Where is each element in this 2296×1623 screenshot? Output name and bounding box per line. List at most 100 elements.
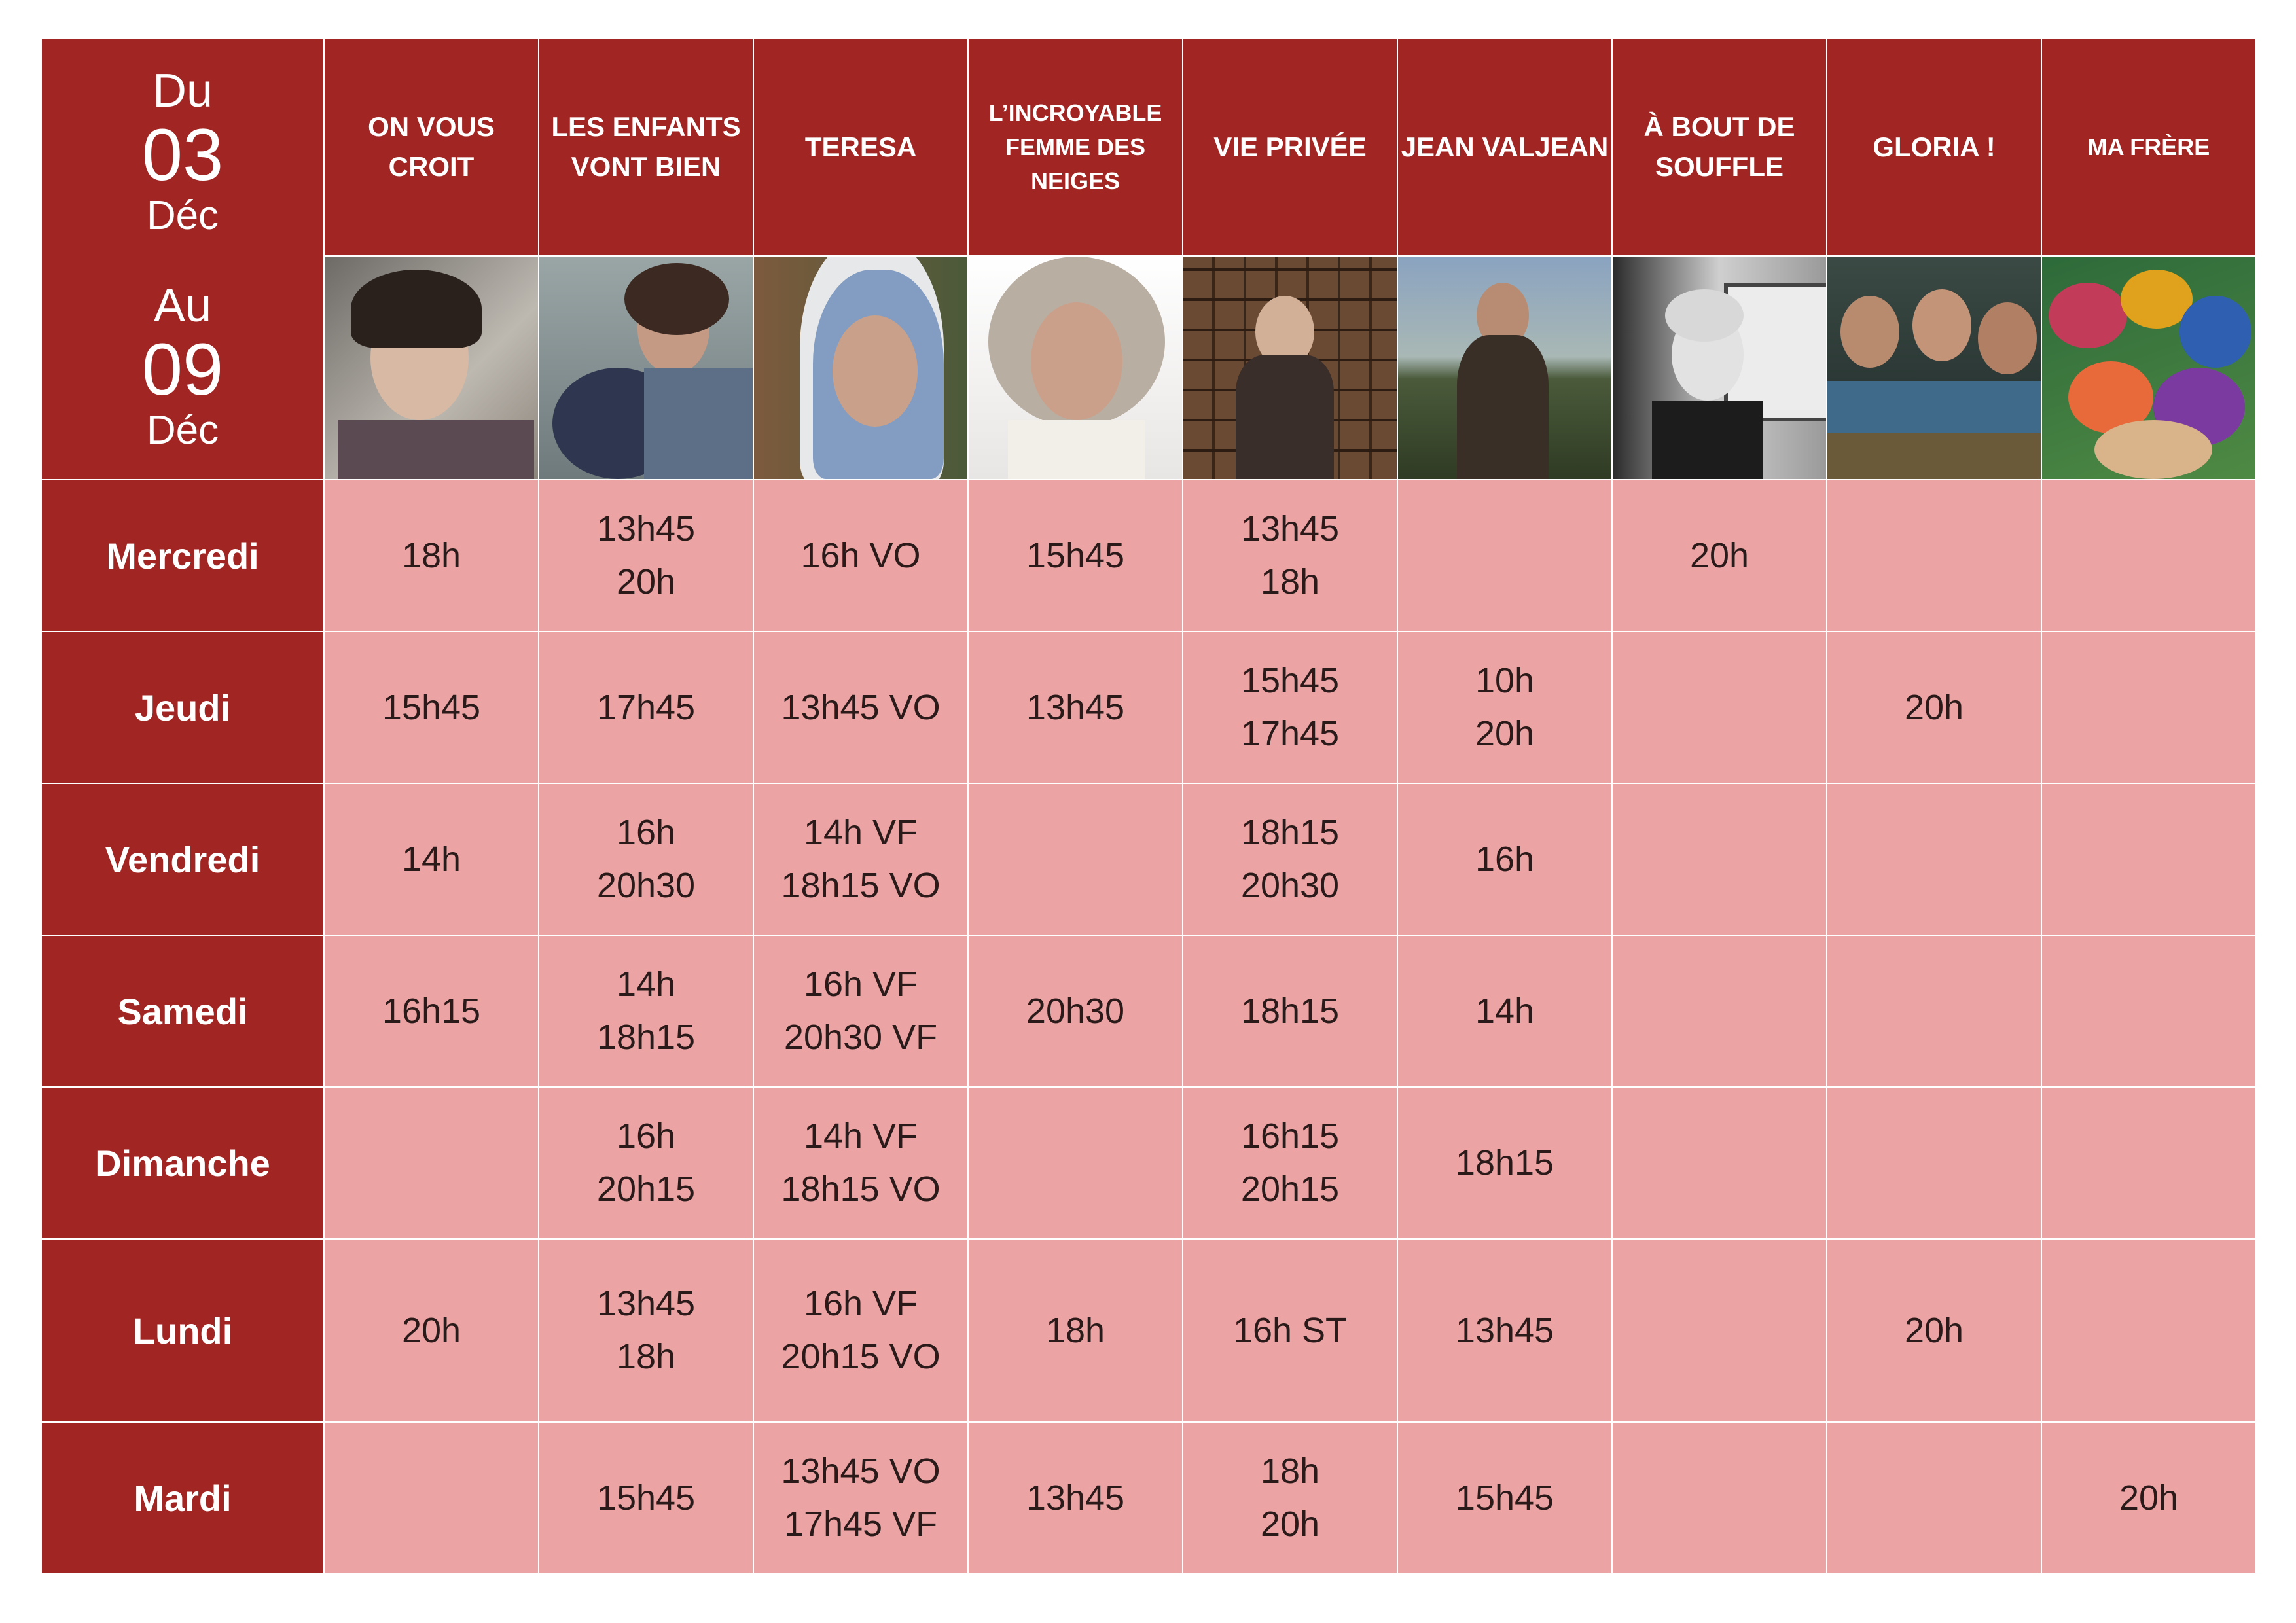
- showtime-cell: 15h45: [323, 631, 539, 784]
- showtime-cell: 13h45 18h: [538, 1238, 754, 1423]
- showtime: 18h: [401, 535, 461, 575]
- showtime-cell: 13h45 VO 17h45 VF: [753, 1421, 969, 1575]
- film-title-2: LES ENFANTS VONT BIEN: [538, 38, 754, 257]
- showtime: 18h: [1045, 1310, 1105, 1350]
- showtime-cell: [1611, 631, 1827, 784]
- poster-4: [967, 255, 1183, 480]
- showtime: 18h: [1260, 1452, 1320, 1491]
- showtime-cell: 15h45: [538, 1421, 754, 1575]
- showtime: 20h30: [596, 866, 696, 905]
- showtime-cell: [2041, 935, 2257, 1088]
- showtime-cell: 14h 18h15: [538, 935, 754, 1088]
- showtime: 13h45: [1240, 509, 1340, 548]
- showtime-cell: [1611, 935, 1827, 1088]
- film-title-5: VIE PRIVÉE: [1182, 38, 1398, 257]
- showtime-cell: 16h ST: [1182, 1238, 1398, 1423]
- showtime-cell: [2041, 783, 2257, 936]
- showtime: 17h45 VF: [783, 1505, 938, 1544]
- schedule-table: Du 03 Déc Au 09 Déc ON VOUS CROIT LES EN…: [41, 38, 2257, 1575]
- showtime-cell: 20h: [1826, 631, 2042, 784]
- showtime-cell: 15h45 17h45: [1182, 631, 1398, 784]
- film-title-1: ON VOUS CROIT: [323, 38, 539, 257]
- showtime: 20h: [1904, 1310, 1964, 1350]
- film-title-4: L’INCROYABLE FEMME DES NEIGES: [967, 38, 1183, 257]
- showtime: 20h: [616, 562, 676, 601]
- showtime-cell: 20h: [323, 1238, 539, 1423]
- showtime-cell: 14h: [323, 783, 539, 936]
- showtime-cell: 13h45 18h: [1182, 479, 1398, 632]
- film-title-3: TERESA: [753, 38, 969, 257]
- showtime: 13h45: [1455, 1310, 1554, 1350]
- day-label: Dimanche: [41, 1086, 325, 1240]
- showtime: 16h15: [1240, 1116, 1340, 1156]
- day-label: Vendredi: [41, 783, 325, 936]
- showtime-cell: [967, 1086, 1183, 1240]
- date-to-word: Au: [153, 279, 212, 332]
- poster-1: [323, 255, 539, 480]
- poster-5: [1182, 255, 1398, 480]
- date-to-day: 09: [141, 329, 224, 410]
- showtime-cell: 10h 20h: [1397, 631, 1613, 784]
- showtime: 16h: [616, 1116, 676, 1156]
- showtime: 20h15: [596, 1169, 696, 1209]
- showtime: 17h45: [596, 687, 696, 727]
- showtime-cell: [2041, 479, 2257, 632]
- poster-3: [753, 255, 969, 480]
- film-title-7: À BOUT DE SOUFFLE: [1611, 38, 1827, 257]
- poster-6: [1397, 255, 1613, 480]
- date-from-month: Déc: [146, 193, 219, 238]
- date-to: Au 09 Déc: [43, 279, 323, 451]
- day-label: Lundi: [41, 1238, 325, 1423]
- showtime: 14h: [1475, 991, 1535, 1031]
- showtime: 16h VF: [803, 965, 918, 1004]
- schedule-body: Mercredi 18h 13h45 20h 16h VO 15h45 13h45…: [41, 479, 2257, 1575]
- showtime: 15h45: [1026, 535, 1125, 575]
- showtime: 18h15: [1240, 991, 1340, 1031]
- showtime: 14h: [616, 965, 676, 1004]
- showtime-cell: 18h15: [1182, 935, 1398, 1088]
- showtime-cell: 18h15 20h30: [1182, 783, 1398, 936]
- showtime-cell: [323, 1086, 539, 1240]
- showtime-cell: 17h45: [538, 631, 754, 784]
- showtime: 15h45: [1455, 1478, 1554, 1518]
- showtime: 20h: [1475, 714, 1535, 753]
- showtime: 18h: [616, 1337, 676, 1376]
- showtime-cell: 15h45: [1397, 1421, 1613, 1575]
- showtime: 18h15 VO: [781, 1169, 941, 1209]
- film-title-6: JEAN VALJEAN: [1397, 38, 1613, 257]
- showtime: 20h: [1904, 687, 1964, 727]
- showtime-cell: 13h45: [967, 631, 1183, 784]
- showtime: 20h30 VF: [783, 1018, 938, 1057]
- film-title-9: MA FRÈRE: [2041, 38, 2257, 257]
- showtime: 20h: [1260, 1505, 1320, 1544]
- showtime-cell: [1826, 1421, 2042, 1575]
- date-range: Du 03 Déc Au 09 Déc: [41, 38, 325, 480]
- showtime-cell: [1611, 783, 1827, 936]
- showtime-cell: [967, 783, 1183, 936]
- showtime-cell: 20h: [1826, 1238, 2042, 1423]
- showtime: 17h45: [1240, 714, 1340, 753]
- showtime-cell: 14h VF 18h15 VO: [753, 783, 969, 936]
- showtime-cell: [2041, 1238, 2257, 1423]
- day-row: Lundi 20h 13h45 18h 16h VF 20h15 VO 18h 16…: [41, 1238, 2257, 1423]
- showtime: 15h45: [382, 687, 481, 727]
- day-row: Vendredi 14h 16h 20h30 14h VF 18h15 VO 18h…: [41, 783, 2257, 936]
- film-poster-row: [41, 255, 2257, 480]
- showtime-cell: 13h45: [1397, 1238, 1613, 1423]
- showtime-cell: 16h 20h15: [538, 1086, 754, 1240]
- film-title-row: Du 03 Déc Au 09 Déc ON VOUS CROIT LES EN…: [41, 38, 2257, 480]
- showtime: 16h: [1475, 839, 1535, 879]
- day-row: Jeudi 15h45 17h45 13h45 VO 13h45 15h45 17…: [41, 631, 2257, 784]
- showtime: 14h VF: [803, 813, 918, 852]
- poster-9: [2041, 255, 2257, 480]
- showtime-cell: 18h15: [1397, 1086, 1613, 1240]
- showtime: 20h15: [1240, 1169, 1340, 1209]
- showtime-cell: 13h45 VO: [753, 631, 969, 784]
- showtime: 13h45 VO: [781, 1452, 941, 1491]
- showtime: 18h: [1260, 562, 1320, 601]
- showtime-cell: 14h: [1397, 935, 1613, 1088]
- day-row: Mardi 15h45 13h45 VO 17h45 VF 13h45 18h 20…: [41, 1421, 2257, 1575]
- showtime: 20h30: [1026, 991, 1125, 1031]
- date-from: Du 03 Déc: [43, 67, 323, 238]
- showtime-cell: 16h15: [323, 935, 539, 1088]
